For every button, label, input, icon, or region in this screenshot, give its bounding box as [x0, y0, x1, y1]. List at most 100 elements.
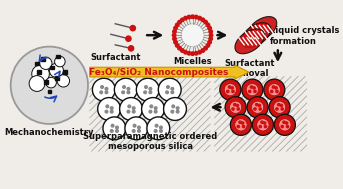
Circle shape: [178, 46, 181, 50]
Circle shape: [136, 78, 159, 101]
Circle shape: [46, 77, 56, 88]
Circle shape: [103, 117, 126, 140]
Circle shape: [276, 90, 278, 93]
Circle shape: [254, 90, 256, 93]
Circle shape: [133, 124, 136, 127]
Circle shape: [259, 108, 261, 110]
Circle shape: [110, 130, 113, 132]
Circle shape: [116, 126, 118, 129]
Circle shape: [243, 125, 245, 128]
Circle shape: [127, 88, 130, 90]
Circle shape: [49, 63, 63, 77]
Circle shape: [159, 130, 162, 132]
Circle shape: [254, 108, 256, 110]
Text: Liquid crystals
formation: Liquid crystals formation: [270, 26, 339, 46]
Circle shape: [191, 52, 194, 55]
Circle shape: [155, 124, 158, 127]
Circle shape: [142, 98, 164, 120]
Circle shape: [237, 125, 239, 128]
Circle shape: [57, 75, 70, 87]
Circle shape: [198, 50, 201, 54]
Circle shape: [239, 121, 241, 123]
Circle shape: [29, 76, 45, 91]
Bar: [50, 66, 54, 69]
Circle shape: [280, 120, 290, 130]
Circle shape: [172, 105, 175, 108]
Circle shape: [105, 88, 108, 90]
Circle shape: [272, 86, 274, 88]
Circle shape: [237, 108, 239, 110]
Circle shape: [230, 114, 251, 135]
Circle shape: [209, 30, 212, 33]
Circle shape: [184, 16, 187, 20]
Circle shape: [249, 90, 251, 93]
Circle shape: [208, 26, 211, 30]
Bar: [37, 70, 40, 74]
Bar: [48, 90, 51, 93]
Circle shape: [149, 88, 152, 90]
Bar: [56, 54, 60, 58]
Circle shape: [274, 102, 285, 112]
Circle shape: [171, 110, 174, 113]
Circle shape: [277, 103, 280, 106]
Circle shape: [174, 40, 177, 44]
Circle shape: [110, 107, 113, 109]
Circle shape: [127, 110, 130, 113]
Circle shape: [180, 18, 184, 22]
Circle shape: [250, 86, 252, 88]
Circle shape: [236, 120, 246, 130]
Circle shape: [145, 86, 147, 88]
Circle shape: [176, 110, 179, 113]
Ellipse shape: [241, 23, 271, 48]
Circle shape: [126, 36, 131, 41]
Circle shape: [101, 86, 103, 88]
Circle shape: [176, 107, 179, 109]
Ellipse shape: [235, 29, 264, 54]
Circle shape: [263, 122, 266, 124]
Circle shape: [138, 130, 140, 132]
Circle shape: [154, 130, 157, 132]
Circle shape: [264, 125, 267, 128]
Circle shape: [122, 91, 125, 94]
Circle shape: [111, 124, 114, 127]
Circle shape: [92, 78, 115, 101]
Circle shape: [128, 46, 134, 51]
Circle shape: [230, 102, 241, 112]
Circle shape: [204, 46, 208, 50]
Circle shape: [167, 86, 169, 88]
Circle shape: [274, 114, 295, 135]
Circle shape: [227, 90, 229, 93]
Circle shape: [11, 47, 88, 124]
Circle shape: [208, 40, 211, 44]
Bar: [56, 77, 59, 80]
Circle shape: [281, 108, 283, 110]
Circle shape: [225, 97, 246, 118]
Text: Fe₃O₄/SiO₂ Nanocomposites: Fe₃O₄/SiO₂ Nanocomposites: [89, 68, 228, 77]
Circle shape: [201, 49, 204, 52]
Circle shape: [132, 107, 135, 109]
Bar: [44, 80, 48, 84]
Circle shape: [150, 105, 153, 108]
Circle shape: [232, 108, 234, 110]
Circle shape: [154, 107, 157, 109]
Circle shape: [176, 23, 179, 27]
Circle shape: [32, 65, 49, 83]
Circle shape: [220, 79, 241, 100]
Circle shape: [171, 88, 174, 90]
Circle shape: [209, 33, 213, 37]
Circle shape: [110, 110, 113, 113]
Circle shape: [164, 98, 187, 120]
Circle shape: [191, 15, 194, 19]
Circle shape: [253, 87, 255, 89]
FancyArrow shape: [90, 65, 249, 79]
Circle shape: [252, 114, 273, 135]
Circle shape: [40, 57, 52, 69]
Circle shape: [281, 125, 283, 128]
Circle shape: [149, 110, 152, 113]
Circle shape: [258, 120, 268, 130]
Circle shape: [259, 125, 261, 128]
Circle shape: [264, 79, 285, 100]
Circle shape: [285, 122, 288, 124]
Circle shape: [252, 102, 263, 112]
Circle shape: [228, 86, 230, 88]
